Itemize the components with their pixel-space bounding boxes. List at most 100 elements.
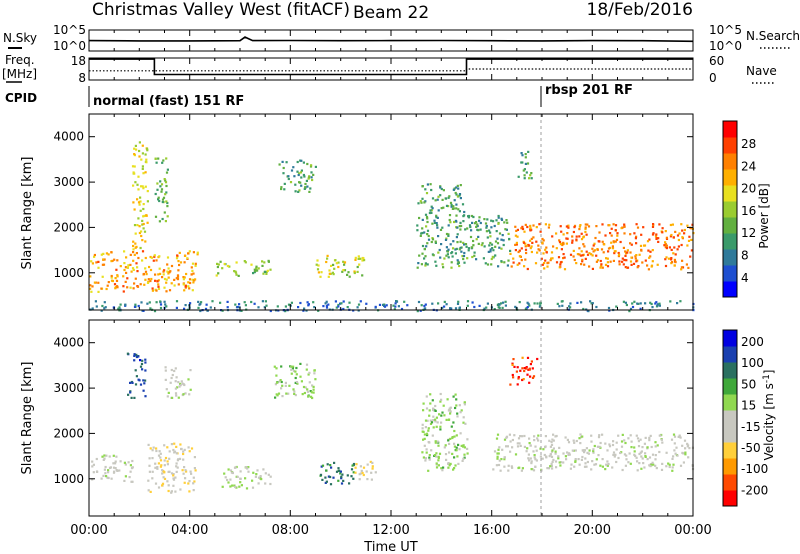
heat-cell [661, 227, 664, 230]
heat-cell [578, 225, 581, 228]
heat-cell [187, 285, 190, 288]
heat-cell [100, 253, 103, 256]
heat-cell [551, 449, 554, 452]
heat-cell [141, 259, 144, 262]
heat-cell [567, 224, 570, 227]
heat-cell [535, 226, 538, 229]
heat-cell [451, 436, 454, 440]
heat-cell [431, 237, 434, 240]
heat-cell [238, 303, 241, 306]
heat-cell [490, 243, 494, 246]
heat-cell [430, 205, 433, 208]
heat-cell [303, 307, 306, 310]
heat-cell [284, 305, 287, 308]
heat-cell [560, 248, 563, 251]
heat-cell [170, 376, 173, 380]
heat-cell [94, 300, 97, 303]
heat-cell [503, 456, 506, 459]
heat-cell [281, 160, 284, 163]
heat-cell [429, 422, 433, 425]
heat-cell [579, 442, 582, 445]
heat-cell [166, 463, 169, 466]
heat-cell [131, 381, 134, 384]
heat-cell [123, 250, 126, 253]
heat-cell [527, 244, 531, 247]
heat-cell [455, 193, 458, 196]
heat-cell [600, 248, 604, 251]
heat-cell [359, 257, 362, 260]
heat-cell [446, 253, 449, 256]
heat-cell [146, 149, 149, 152]
heat-cell [173, 450, 177, 453]
heat-cell [581, 254, 584, 257]
heat-cell [630, 263, 633, 266]
heat-cell [178, 457, 182, 460]
heat-cell [251, 486, 255, 489]
heat-cell [442, 466, 445, 469]
heat-cell [138, 231, 141, 235]
heat-cell [518, 249, 521, 252]
heat-cell [578, 228, 581, 231]
heat-cell [244, 477, 247, 480]
heat-cell [649, 463, 652, 466]
heat-cell [524, 248, 528, 251]
heat-cell [463, 251, 466, 255]
heat-cell [539, 447, 542, 450]
heat-cell [155, 447, 158, 450]
heat-cell [322, 305, 325, 308]
heat-cell [161, 161, 164, 164]
heat-cell [141, 368, 144, 371]
heat-cell [142, 379, 145, 382]
heat-cell [436, 440, 439, 443]
heat-cell [430, 449, 433, 452]
heat-cell [608, 445, 612, 448]
heat-cell [430, 188, 433, 192]
heat-cell [105, 287, 108, 291]
heat-cell [635, 254, 638, 257]
heat-cell [570, 463, 573, 466]
heat-cell [123, 479, 126, 482]
heat-cell [129, 286, 132, 289]
heat-cell [559, 461, 563, 464]
heat-cell [147, 489, 150, 492]
heat-cell [518, 442, 521, 445]
heat-cell [453, 429, 456, 433]
colorbar-segment [723, 346, 737, 363]
heat-cell [165, 290, 168, 293]
heat-cell [226, 306, 229, 309]
heat-cell [352, 477, 355, 480]
heat-cell [648, 436, 651, 439]
heat-cell [537, 439, 540, 442]
heat-cell [172, 477, 175, 480]
heat-cell [647, 268, 650, 271]
heat-cell [240, 484, 243, 487]
heat-cell [453, 435, 456, 438]
heat-cell [456, 233, 459, 236]
heat-cell [503, 261, 506, 264]
heat-cell [452, 395, 455, 398]
heat-cell [312, 385, 315, 388]
heat-cell [634, 257, 637, 260]
heat-cell [669, 235, 672, 238]
heat-cell [188, 393, 191, 396]
heat-cell [545, 246, 548, 249]
heat-cell [346, 474, 349, 477]
heat-cell [146, 200, 149, 203]
heat-cell [494, 240, 498, 243]
heat-cell [651, 225, 655, 228]
heat-cell [162, 273, 165, 276]
heat-cell [681, 236, 684, 239]
heat-cell [102, 458, 105, 461]
heat-cell [423, 248, 426, 251]
heat-cell [520, 152, 523, 155]
heat-cell [299, 362, 302, 365]
heat-cell [159, 465, 162, 468]
heat-cell [313, 369, 316, 372]
heat-cell [444, 444, 447, 447]
heat-cell [158, 450, 161, 453]
heat-cell [307, 177, 310, 180]
heat-cell [449, 201, 453, 204]
heat-cell [471, 221, 474, 224]
heat-cell [153, 255, 156, 258]
heat-cell [205, 303, 208, 306]
